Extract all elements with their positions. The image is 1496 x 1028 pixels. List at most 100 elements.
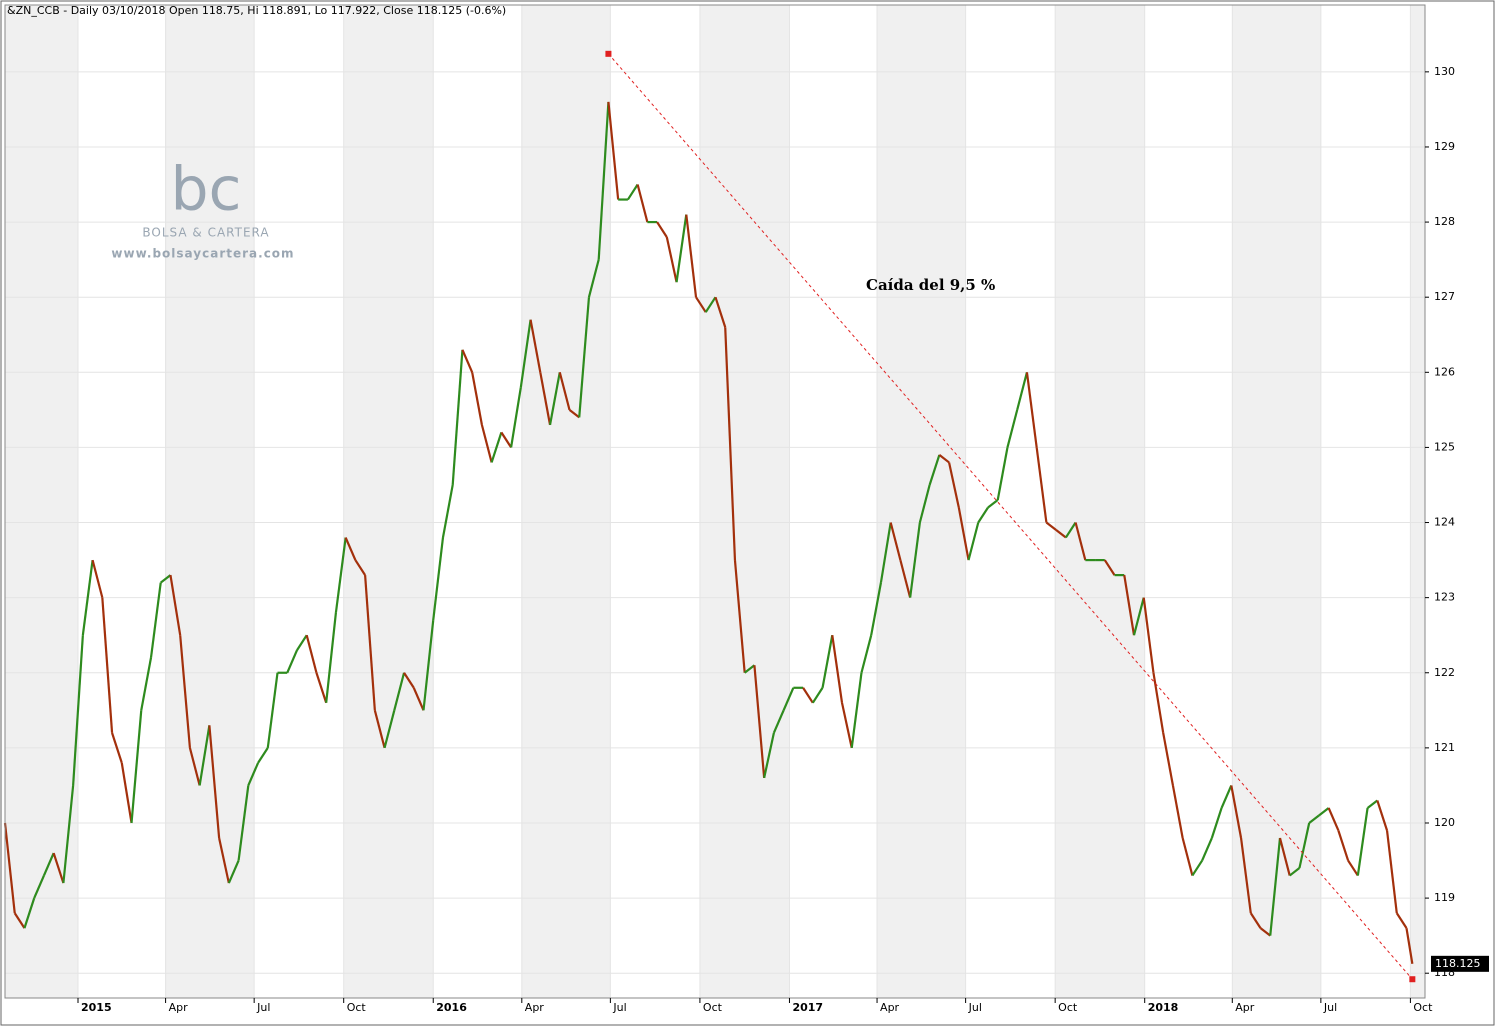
price-segment — [451, 349, 464, 486]
price-segment — [1064, 521, 1077, 539]
price-segment — [1347, 859, 1359, 877]
price-segment — [305, 634, 318, 674]
x-tick-label: Jul — [256, 1001, 270, 1014]
price-segment — [1327, 807, 1340, 831]
price-segment — [33, 875, 45, 899]
shade-band — [165, 5, 255, 998]
y-tick-label: 121 — [1434, 741, 1455, 754]
price-segment — [685, 214, 698, 298]
axes: 2015 Apr Jul Oct 2016 Apr Jul Oct 2017 Apr Jul Oct 2… — [77, 65, 1489, 1014]
shade-band — [1055, 5, 1145, 998]
price-segment — [1259, 927, 1271, 937]
x-tick-label: Oct — [703, 1001, 723, 1014]
price-segment — [1074, 522, 1087, 561]
price-segment — [1162, 732, 1175, 786]
price-segment — [1318, 807, 1330, 817]
price-segment — [860, 634, 873, 674]
x-tick-label: Apr — [525, 1001, 545, 1014]
price-segment — [578, 297, 591, 418]
y-tick-label: 122 — [1434, 666, 1455, 679]
price-segment — [967, 522, 980, 561]
price-segment — [149, 582, 162, 658]
trend-point — [1409, 976, 1416, 983]
x-tick-label: Oct — [1413, 1001, 1433, 1014]
price-segment — [695, 296, 707, 313]
price-segment — [179, 635, 192, 748]
y-tick-label: 128 — [1434, 215, 1455, 228]
price-segment — [665, 236, 678, 283]
shade-band — [1410, 5, 1425, 998]
price-segment — [519, 319, 532, 388]
price-segment — [850, 672, 863, 749]
price-segment — [744, 664, 756, 674]
price-segment — [1239, 837, 1252, 914]
price-segment — [1249, 912, 1262, 929]
price-segment — [364, 575, 376, 711]
price-segment — [480, 424, 493, 463]
price-segment — [1152, 672, 1165, 734]
price-segment — [101, 597, 114, 733]
bands — [5, 5, 1425, 998]
price-segment — [23, 897, 36, 929]
price-segment — [315, 672, 328, 704]
price-segment — [977, 506, 989, 524]
price-segment — [909, 522, 921, 598]
price-segment — [1395, 912, 1408, 929]
x-tick-label: 2016 — [436, 1001, 467, 1014]
trend-line — [608, 53, 1413, 980]
annotation: Caída del 9,5 % — [866, 276, 995, 294]
price-segment — [422, 620, 435, 711]
price-segment — [704, 296, 717, 313]
price-segment — [529, 319, 542, 373]
price-segment — [286, 649, 298, 674]
watermark: bc BOLSA & CARTERA www.bolsaycartera.com — [111, 155, 293, 261]
price-segment — [918, 484, 931, 523]
y-tick-label: 129 — [1434, 140, 1455, 153]
price-segment — [1045, 521, 1057, 531]
watermark-logo: bc — [170, 155, 241, 225]
price-segment — [373, 710, 386, 749]
price-segment — [1230, 785, 1243, 839]
price-segment — [227, 860, 240, 884]
price-segment — [237, 785, 250, 861]
price-segment — [938, 454, 950, 464]
price-segment — [1385, 830, 1398, 914]
grid — [5, 5, 1425, 998]
price-segment — [928, 454, 941, 486]
price-segment — [821, 635, 834, 688]
last-price-box — [1431, 955, 1489, 972]
x-tick-label: Jul — [612, 1001, 626, 1014]
price-segment — [111, 732, 123, 764]
price-segment — [1289, 867, 1301, 877]
price-segment — [13, 912, 26, 929]
price-segment — [441, 484, 454, 538]
price-segment — [169, 574, 182, 636]
price-segment — [432, 537, 445, 621]
y-tick-label: 127 — [1434, 290, 1455, 303]
price-segment — [1405, 927, 1414, 965]
price-segment — [636, 184, 649, 223]
price-segment — [1376, 800, 1389, 831]
price-segment — [626, 183, 639, 201]
price-segment — [266, 672, 279, 749]
y-tick-label: 124 — [1434, 516, 1455, 529]
x-tick-label: Oct — [347, 1001, 367, 1014]
price-segment — [1123, 574, 1136, 636]
price-segment — [1142, 597, 1155, 673]
price-segment — [772, 709, 785, 734]
price-segment — [724, 327, 737, 561]
price-segment — [1181, 837, 1194, 876]
price-segment — [1308, 814, 1320, 824]
price-segment — [733, 559, 746, 673]
price-segment — [1006, 409, 1019, 448]
shade-band — [521, 5, 611, 998]
price-segment — [1132, 597, 1145, 636]
y-tick-label: 119 — [1434, 891, 1455, 904]
price-segment — [247, 762, 260, 786]
price-segment — [753, 665, 766, 779]
price-segment — [412, 687, 425, 711]
price-segment — [62, 785, 75, 884]
price-segment — [334, 537, 347, 613]
last-price-label: 118.125 — [1435, 957, 1481, 970]
